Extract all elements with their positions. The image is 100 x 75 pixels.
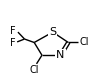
Text: S: S (49, 27, 56, 37)
Text: Cl: Cl (29, 65, 39, 75)
Text: F: F (10, 26, 16, 36)
Text: F: F (10, 38, 16, 48)
Text: N: N (56, 50, 65, 60)
Text: Cl: Cl (80, 38, 89, 47)
